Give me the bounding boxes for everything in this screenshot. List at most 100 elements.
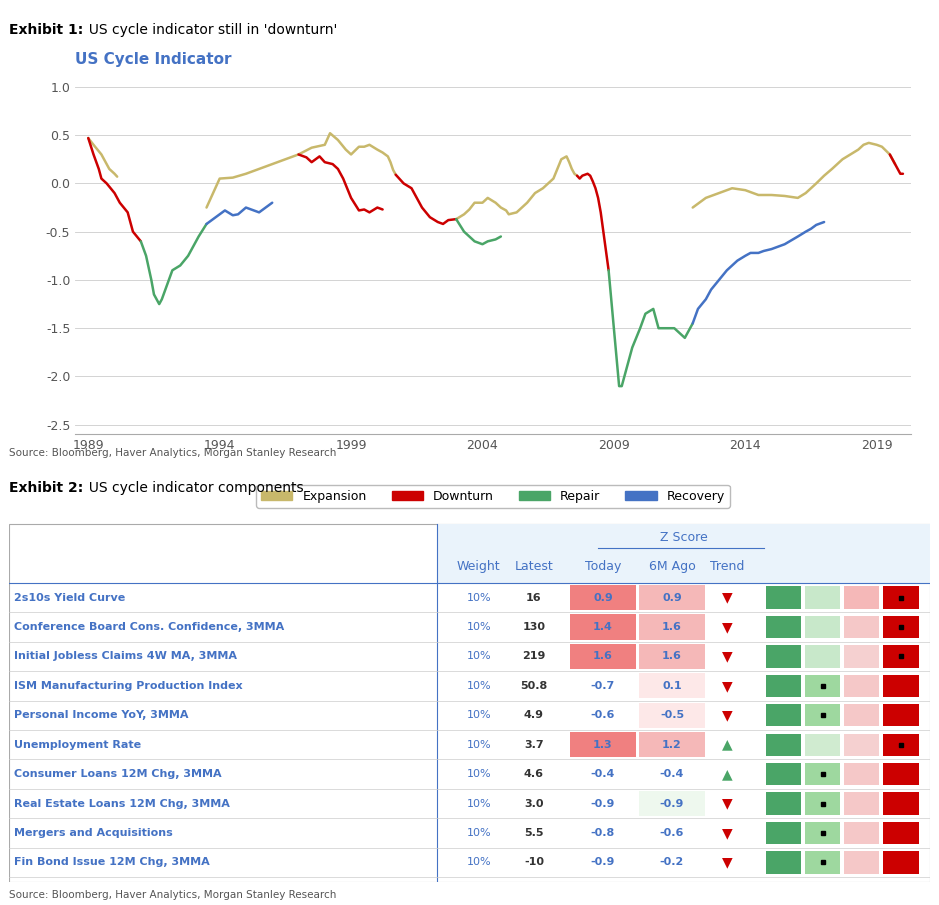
Text: -0.2: -0.2 [660, 857, 685, 868]
Text: -0.5: -0.5 [660, 710, 684, 720]
Bar [766, 586, 801, 609]
Text: Exhibit 2:: Exhibit 2: [9, 481, 84, 495]
Bar [844, 793, 880, 814]
Text: ▼: ▼ [722, 679, 732, 693]
Text: ▼: ▼ [722, 591, 732, 605]
Bar [884, 675, 918, 697]
Bar [805, 734, 840, 756]
Text: 1.6: 1.6 [593, 652, 613, 662]
Text: -0.4: -0.4 [660, 769, 685, 779]
Bar [844, 763, 880, 786]
Text: 3.0: 3.0 [524, 798, 544, 808]
Bar [639, 791, 705, 816]
Bar [766, 734, 801, 756]
Bar [639, 850, 705, 875]
Text: 10%: 10% [467, 739, 491, 749]
Bar [639, 821, 705, 845]
Bar [884, 615, 918, 638]
Text: US cycle indicator still in 'downturn': US cycle indicator still in 'downturn' [80, 23, 337, 36]
Bar [805, 586, 840, 609]
Bar [844, 822, 880, 844]
Bar [805, 822, 840, 844]
Text: Conference Board Cons. Confidence, 3MMA: Conference Board Cons. Confidence, 3MMA [14, 622, 285, 632]
Bar [570, 614, 636, 640]
Bar [884, 793, 918, 814]
Text: 10%: 10% [467, 769, 491, 779]
Text: 10%: 10% [467, 828, 491, 838]
Text: 4.9: 4.9 [524, 710, 544, 720]
Bar [884, 734, 918, 756]
Bar [766, 645, 801, 668]
Text: 10%: 10% [467, 622, 491, 632]
Text: 10%: 10% [467, 798, 491, 808]
Text: Fin Bond Issue 12M Chg, 3MMA: Fin Bond Issue 12M Chg, 3MMA [14, 857, 209, 868]
Bar [844, 852, 880, 873]
Text: Trend: Trend [710, 560, 745, 573]
Bar [766, 763, 801, 786]
Bar [766, 793, 801, 814]
Text: -0.9: -0.9 [660, 798, 685, 808]
Text: Z Score: Z Score [659, 530, 707, 544]
Bar [639, 673, 705, 699]
Text: ISM Manufacturing Production Index: ISM Manufacturing Production Index [14, 681, 242, 691]
Text: Weight: Weight [457, 560, 500, 573]
Text: 10%: 10% [467, 681, 491, 691]
Bar [805, 615, 840, 638]
Text: Unemployment Rate: Unemployment Rate [14, 739, 141, 749]
Text: 10%: 10% [467, 652, 491, 662]
Bar [766, 615, 801, 638]
Bar [844, 615, 880, 638]
Text: ▼: ▼ [722, 796, 732, 811]
Text: -0.9: -0.9 [591, 857, 615, 868]
Bar [766, 852, 801, 873]
Bar [844, 704, 880, 727]
Bar [884, 852, 918, 873]
Text: ▼: ▼ [722, 826, 732, 840]
Bar [884, 763, 918, 786]
Bar [570, 821, 636, 845]
Bar [805, 763, 840, 786]
Text: Consumer Loans 12M Chg, 3MMA: Consumer Loans 12M Chg, 3MMA [14, 769, 222, 779]
Text: 130: 130 [522, 622, 546, 632]
Bar [570, 703, 636, 728]
Text: 1.3: 1.3 [593, 739, 613, 749]
Bar [844, 586, 880, 609]
Text: Mergers and Acquisitions: Mergers and Acquisitions [14, 828, 173, 838]
Bar [844, 645, 880, 668]
Text: 10%: 10% [467, 710, 491, 720]
Text: ▼: ▼ [722, 709, 732, 722]
Text: 50.8: 50.8 [520, 681, 547, 691]
Text: ▼: ▼ [722, 855, 732, 870]
Bar [884, 704, 918, 727]
Bar [805, 675, 840, 697]
Text: -0.8: -0.8 [591, 828, 615, 838]
Bar [884, 822, 918, 844]
Bar [805, 645, 840, 668]
Text: ▼: ▼ [722, 650, 732, 663]
Text: 4.6: 4.6 [524, 769, 544, 779]
Bar [805, 793, 840, 814]
Bar [639, 703, 705, 728]
Text: Personal Income YoY, 3MMA: Personal Income YoY, 3MMA [14, 710, 189, 720]
Text: 0.9: 0.9 [593, 593, 613, 603]
Text: 1.4: 1.4 [593, 622, 613, 632]
Bar [570, 850, 636, 875]
Bar [766, 675, 801, 697]
Text: Latest: Latest [515, 560, 553, 573]
Text: 10%: 10% [467, 593, 491, 603]
Bar [805, 704, 840, 727]
Text: 3.7: 3.7 [524, 739, 544, 749]
Text: -0.6: -0.6 [660, 828, 685, 838]
Text: ▲: ▲ [722, 738, 732, 752]
Bar [639, 732, 705, 757]
Bar [570, 791, 636, 816]
Bar [639, 585, 705, 610]
Text: -0.6: -0.6 [591, 710, 615, 720]
Text: ▼: ▼ [722, 620, 732, 634]
Bar [639, 614, 705, 640]
Text: -10: -10 [524, 857, 544, 868]
Text: 6M Ago: 6M Ago [649, 560, 695, 573]
Bar [570, 585, 636, 610]
Bar [766, 822, 801, 844]
Bar [844, 734, 880, 756]
